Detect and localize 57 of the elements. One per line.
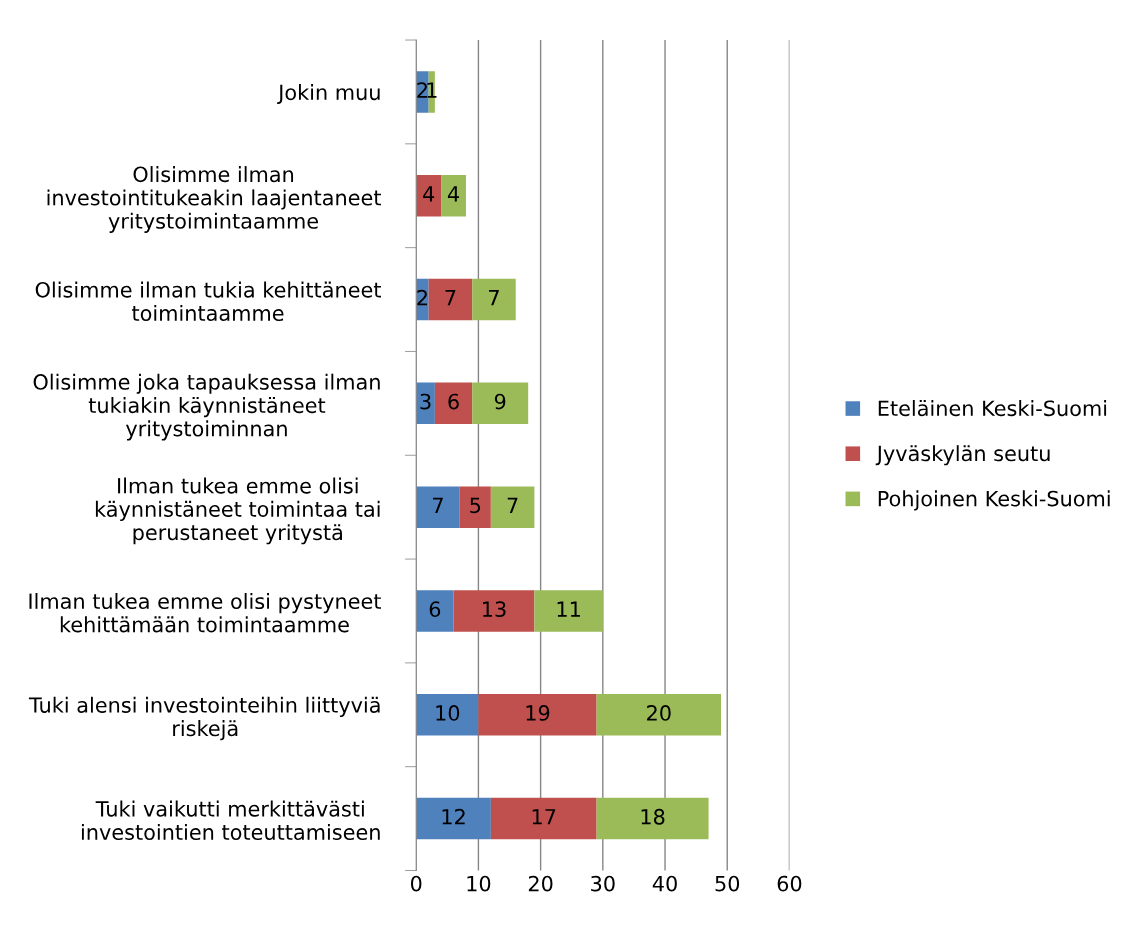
data-label: 17 [532, 809, 556, 825]
legend-label: Jyväskylän seutu [875, 445, 1050, 466]
data-label: 7 [507, 497, 518, 513]
bar [472, 382, 529, 425]
data-label: 12 [442, 808, 465, 825]
legend-label: Pohjoinen Keski-Suomi [878, 490, 1110, 511]
y-tick-label: Ilman tukea emme olisi käynnistäneet toimintaa tai perustaneet yritystä [95, 477, 380, 545]
data-label: 3 [420, 393, 431, 410]
bar [416, 590, 454, 632]
bar [596, 694, 722, 736]
data-label: 13 [483, 601, 506, 618]
x-tick-label: 40 [652, 875, 677, 892]
data-label: 19 [526, 705, 550, 721]
bar [478, 694, 597, 736]
bar [416, 797, 491, 840]
bar [534, 590, 603, 632]
y-tick-label: Olisimme ilman tukia kehittäneet toimintaamme [35, 281, 381, 322]
bar [416, 486, 460, 528]
y-tick-label: Tuki vaikutti merkittävästi investointien toteuttamiseen [81, 800, 380, 841]
data-label: 18 [641, 808, 665, 825]
x-tick-label: 10 [467, 875, 491, 892]
data-label: 10 [436, 705, 460, 721]
x-tick-label: 20 [528, 875, 553, 892]
y-tick-label: Olisimme ilman investointitukeakin laajentaneet yritystoimintaamme [47, 166, 381, 233]
y-tick-label: Jokin muu [277, 84, 380, 105]
bar [472, 278, 516, 321]
bar [428, 278, 473, 321]
data-label: 7 [433, 497, 443, 513]
y-tick-label: Tuki alensi investointeihin liittyviä riskejä [28, 696, 380, 741]
x-tick-label: 60 [777, 875, 802, 892]
data-label: 4 [423, 186, 435, 202]
bar [441, 174, 466, 217]
data-label: 7 [445, 290, 456, 306]
data-label: 7 [489, 290, 499, 306]
bar [459, 486, 491, 528]
data-label: 20 [647, 705, 671, 721]
legend-label: Eteläinen Keski-Suomi [878, 400, 1107, 417]
x-tick-label: 50 [715, 875, 740, 892]
y-tick-label: Olisimme joka tapauksessa ilman tukiakin käynnistäneet yritystoiminnan [33, 373, 380, 441]
data-label: 6 [429, 601, 441, 618]
data-label: 9 [494, 393, 506, 410]
x-tick-label: 0 [410, 875, 422, 892]
bar [596, 797, 709, 840]
data-label: 5 [470, 497, 481, 514]
data-label: 4 [447, 186, 459, 202]
x-tick-label: 30 [591, 875, 615, 892]
bar [416, 694, 479, 736]
bar [490, 486, 535, 528]
bar [453, 590, 535, 632]
bar [490, 797, 597, 840]
data-label: 11 [557, 601, 580, 617]
y-tick-label: Ilman tukea emme olisi pystyneet kehittämään toimintaamme [29, 592, 381, 633]
data-label: 2 [417, 82, 427, 98]
data-label: 6 [448, 393, 459, 410]
bar [416, 174, 442, 217]
bar [434, 382, 473, 425]
data-label: 2 [417, 289, 427, 306]
